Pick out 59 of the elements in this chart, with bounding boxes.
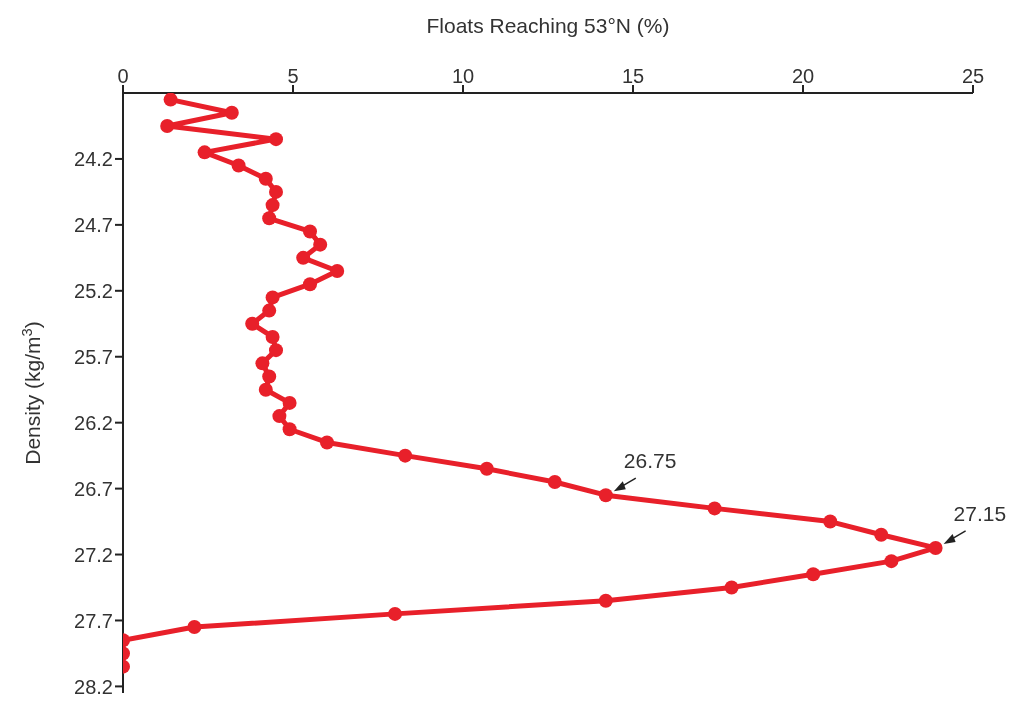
point [823, 514, 838, 529]
y-tick-label: 24.7 [74, 213, 113, 236]
point [707, 501, 722, 516]
point [262, 303, 277, 318]
y-tick-label: 28.2 [74, 675, 113, 698]
point [258, 382, 273, 397]
point [296, 250, 311, 265]
point [547, 475, 562, 490]
point [245, 316, 260, 331]
point [262, 211, 277, 226]
point [224, 105, 239, 120]
y-tick-label: 27.7 [74, 609, 113, 632]
y-tick-label: 25.2 [74, 279, 113, 302]
x-tick-label: 20 [791, 65, 815, 87]
point [303, 224, 317, 239]
point [806, 567, 821, 582]
point [598, 593, 613, 608]
point [724, 580, 739, 595]
point [265, 198, 280, 213]
point [269, 132, 283, 147]
point [330, 264, 345, 279]
y-tick-label: 26.2 [74, 411, 113, 434]
point [928, 540, 943, 555]
point [320, 435, 334, 450]
point [258, 171, 273, 186]
y-tick-label: 25.7 [74, 345, 113, 368]
point [269, 184, 283, 199]
x-tick-label: 0 [117, 65, 129, 87]
point [269, 343, 283, 358]
y-tick-label: 24.2 [74, 148, 113, 171]
point [187, 620, 202, 635]
point [231, 158, 246, 173]
point [197, 145, 212, 160]
point [262, 369, 277, 384]
x-tick-label: 10 [451, 65, 475, 87]
y-tick-label: 26.7 [74, 477, 113, 500]
point [265, 329, 280, 344]
point [160, 118, 175, 133]
point [282, 422, 297, 437]
annotation: 26.75 [623, 449, 677, 473]
point [479, 461, 494, 476]
point [163, 93, 178, 107]
x-axis-title: Floats Reaching 53°N (%) [426, 13, 670, 37]
annotation: 27.15 [953, 501, 1007, 525]
y-tick-label: 27.2 [74, 543, 113, 566]
x-tick-label: 5 [287, 65, 299, 87]
point [874, 527, 889, 542]
point [272, 409, 287, 424]
x-tick-label: 15 [621, 65, 645, 87]
point [265, 290, 280, 305]
point [398, 448, 413, 463]
point [598, 488, 613, 503]
point [255, 356, 270, 371]
point [313, 237, 328, 252]
point [388, 606, 402, 621]
point [884, 554, 899, 569]
x-tick-label: 25 [961, 65, 985, 87]
point [303, 277, 317, 292]
point [282, 395, 297, 410]
